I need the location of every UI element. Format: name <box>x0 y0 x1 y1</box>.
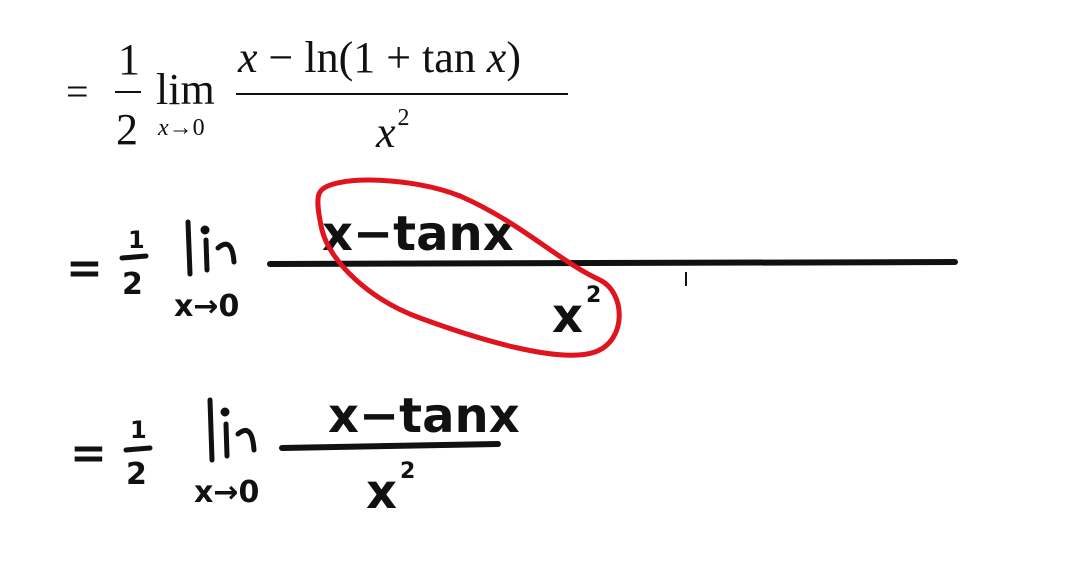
main-numerator: x − ln(1 + tan x) <box>238 36 521 80</box>
hw3-fraction-bar <box>279 441 501 451</box>
hw2-fraction-bar <box>267 259 958 267</box>
limit-arrow: → <box>168 115 193 141</box>
main-denominator: x2 <box>376 106 410 155</box>
denominator-power: 2 <box>397 105 410 131</box>
hw3-half-den: 2 <box>126 457 147 492</box>
denominator-x: x <box>376 108 396 157</box>
main-fraction-bar <box>236 93 568 95</box>
limit-operator: lim <box>156 65 215 114</box>
hw3-lim-strokes <box>207 397 257 463</box>
hw3-equals: = <box>70 428 107 479</box>
hw2-denominator: x <box>552 288 583 344</box>
hw2-numerator: x−tanx <box>322 206 514 262</box>
equals-sign: = <box>66 69 89 114</box>
hw2-equals: = <box>66 243 103 294</box>
limit-variable: x <box>158 115 169 141</box>
handwritten-line-3: = 1 2 lim x→0 x−tanx x 2 <box>70 388 520 520</box>
hw3-half-bar <box>123 445 153 453</box>
half-fraction-bar <box>115 91 141 93</box>
limit-target: 0 <box>192 115 205 141</box>
handwritten-line-2: = 1 2 lim x→0 x−tanx x 2 <box>66 206 958 344</box>
numerator-ln-part: − ln(1 + tan <box>257 33 487 82</box>
hw2-lim-sub: x→0 <box>174 289 239 324</box>
red-circle-annotation <box>315 177 622 358</box>
numerator-close-paren: ) <box>506 33 521 82</box>
hw3-numerator: x−tanx <box>328 388 520 444</box>
limit-subscript: x→0 <box>158 116 205 140</box>
hw3-denominator: x <box>366 464 397 520</box>
hw2-denominator-power: 2 <box>586 283 601 308</box>
numerator-x2: x <box>486 33 507 82</box>
numerator-x: x <box>238 33 258 82</box>
hw2-half-num: 1 <box>128 226 145 254</box>
hw3-half-num: 1 <box>130 416 147 444</box>
half-denominator: 2 <box>116 105 138 154</box>
hw3-lim-sub: x→0 <box>194 475 259 510</box>
hw2-half-den: 2 <box>122 267 143 302</box>
hw3-denominator-power: 2 <box>400 459 415 484</box>
half-numerator: 1 <box>118 35 140 84</box>
hw2-half-bar <box>119 253 149 261</box>
hw2-lim-strokes <box>185 219 237 277</box>
